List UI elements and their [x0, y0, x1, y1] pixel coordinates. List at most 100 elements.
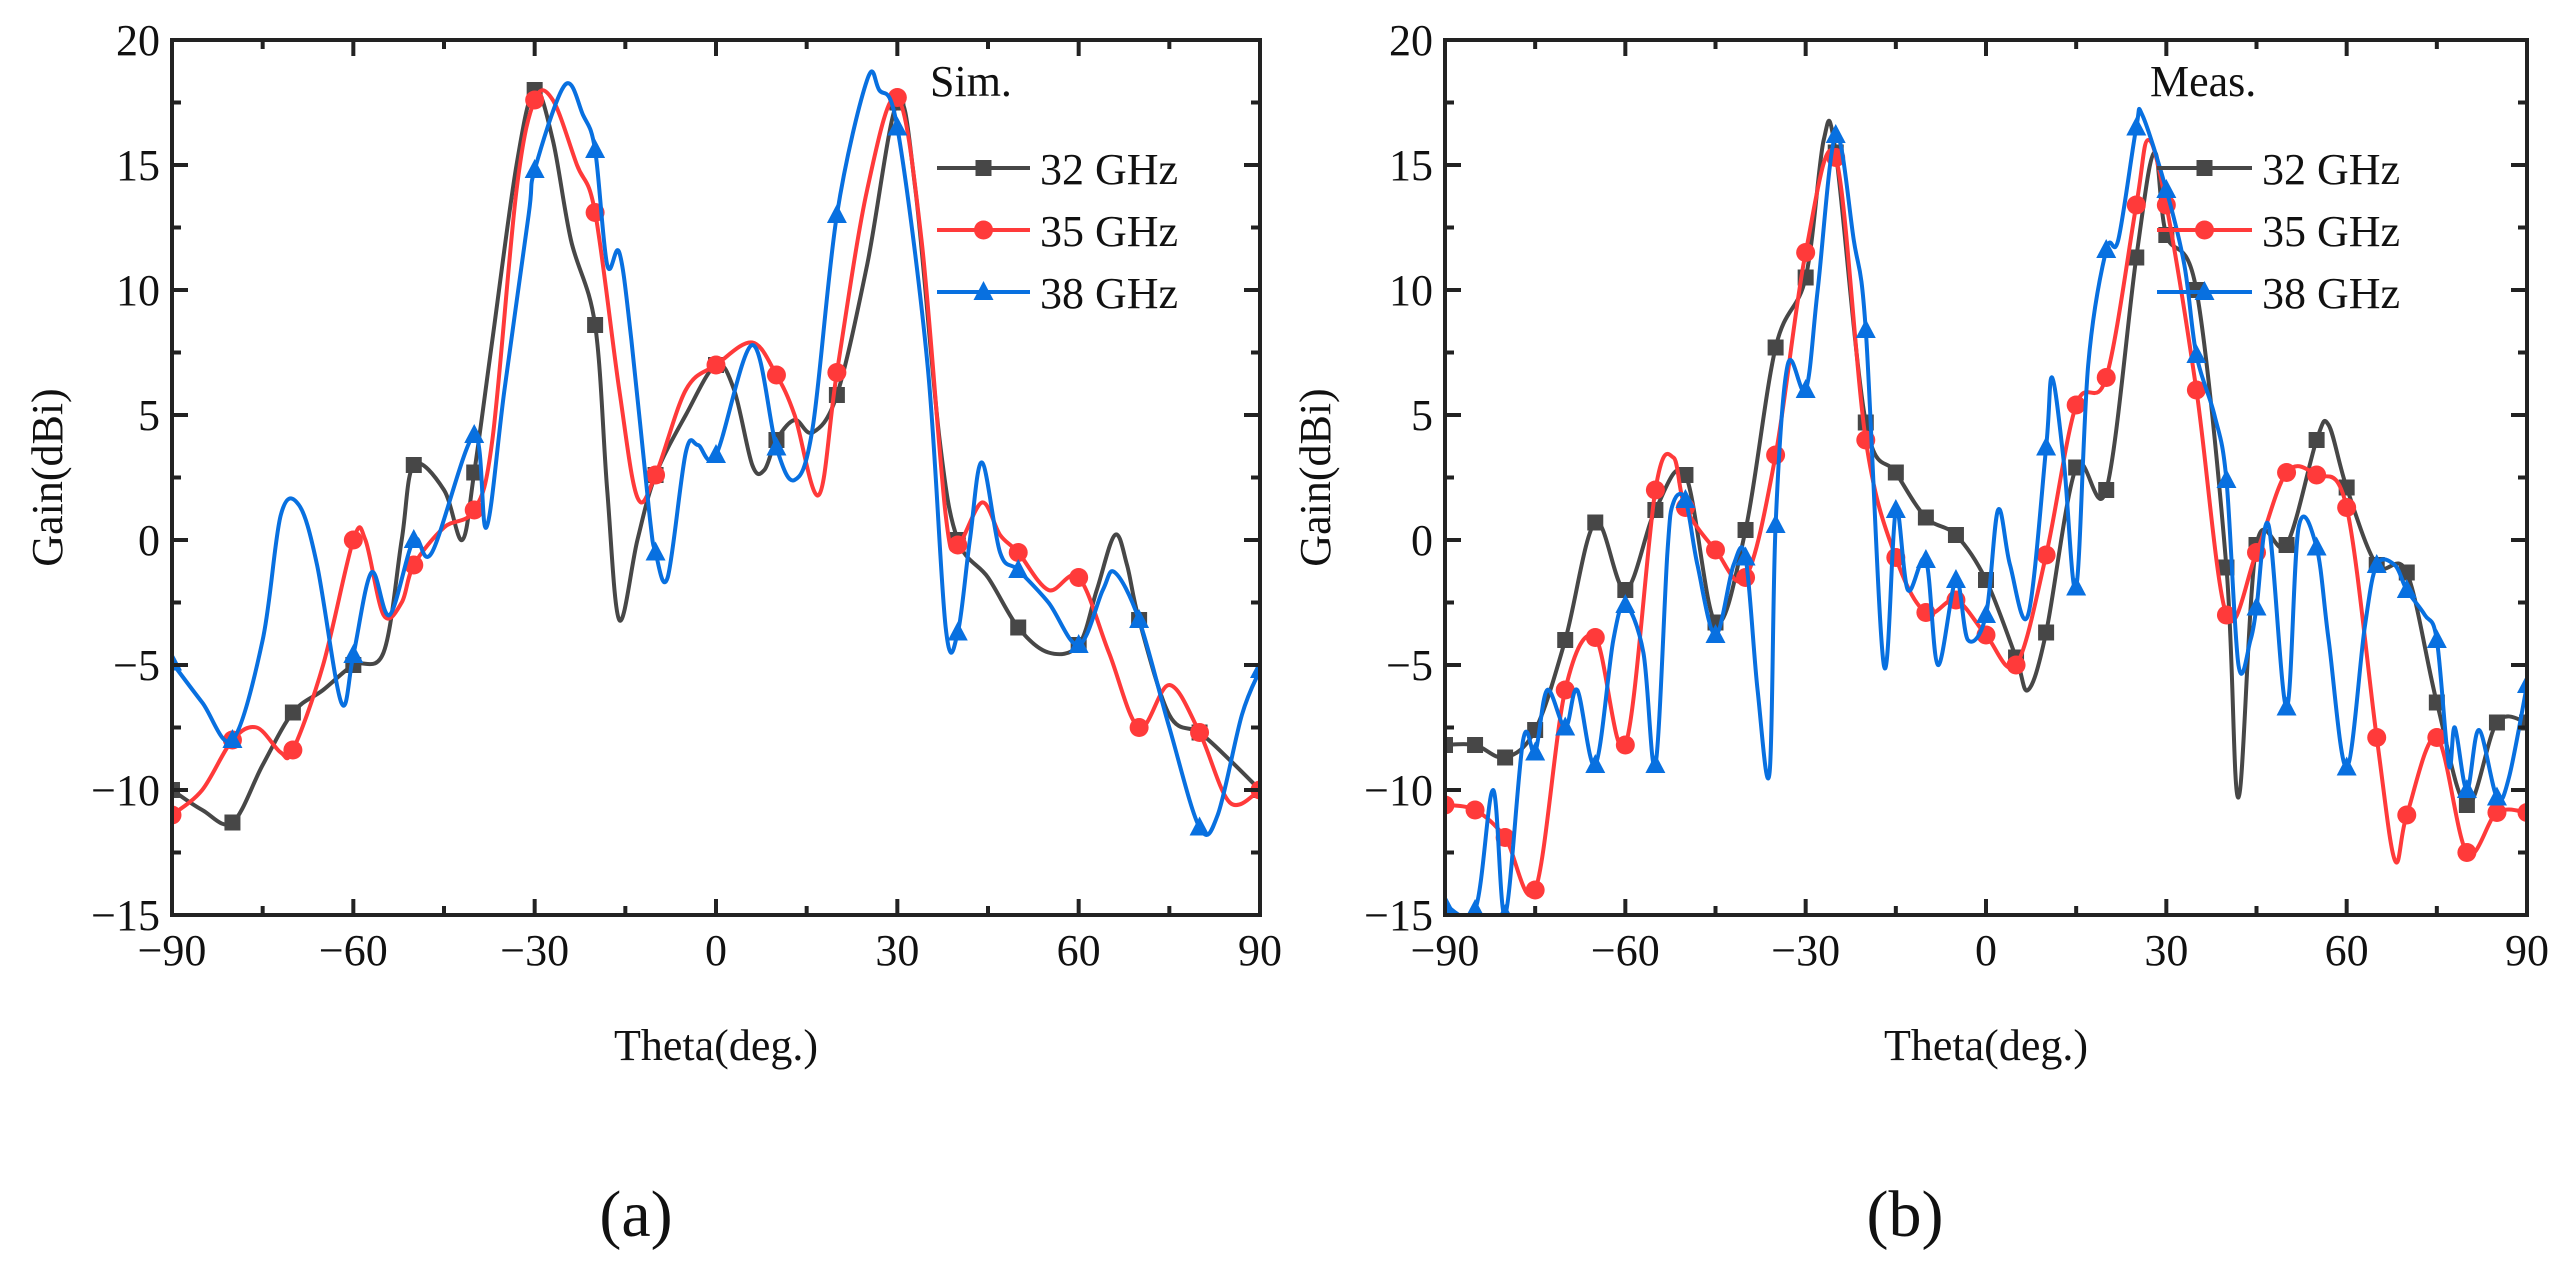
x-tick-label: 0 — [705, 926, 727, 975]
legend-marker — [2194, 281, 2215, 300]
data-point-32-ghz — [1617, 582, 1634, 598]
data-point-35-ghz — [2126, 195, 2146, 215]
data-point-35-ghz — [1495, 828, 1515, 847]
data-point-38-ghz — [1466, 899, 1484, 915]
data-point-38-ghz — [343, 644, 364, 663]
data-point-38-ghz — [1555, 716, 1576, 736]
y-axis-title: Gain(dBi) — [1291, 388, 1340, 566]
data-point-38-ghz — [1445, 894, 1455, 913]
data-point-35-ghz — [2036, 545, 2056, 565]
data-point-32-ghz — [1587, 514, 1604, 531]
data-point-38-ghz — [2486, 786, 2507, 806]
data-point-35-ghz — [766, 365, 786, 385]
legend-marker — [975, 160, 992, 176]
x-tick-label: 60 — [2325, 926, 2369, 975]
data-point-35-ghz — [1766, 445, 1786, 465]
data-point-35-ghz — [2487, 803, 2507, 822]
data-point-38-ghz — [645, 541, 666, 561]
data-point-38-ghz — [2456, 779, 2477, 798]
data-point-35-ghz — [2427, 728, 2447, 747]
data-point-35-ghz — [1645, 480, 1665, 500]
legend-item: 38 GHz — [937, 269, 1178, 318]
legend-marker — [2196, 160, 2213, 176]
x-tick-label: 30 — [875, 926, 919, 975]
x-tick-label: 90 — [1238, 926, 1282, 975]
data-point-35-ghz — [2457, 843, 2477, 862]
data-point-35-ghz — [1190, 723, 1210, 742]
y-tick-label: 20 — [1389, 16, 1433, 65]
data-point-35-ghz — [2277, 463, 2297, 482]
data-point-32-ghz — [2488, 714, 2505, 731]
data-point-32-ghz — [2519, 714, 2527, 731]
data-point-38-ghz — [1735, 546, 1756, 566]
data-point-32-ghz — [587, 317, 604, 333]
legend-item: 38 GHz — [2157, 269, 2400, 318]
data-point-38-ghz — [1068, 634, 1089, 653]
data-point-35-ghz — [2397, 805, 2417, 825]
data-point-38-ghz — [2366, 554, 2387, 573]
data-point-38-ghz — [1645, 754, 1666, 773]
legend-marker — [974, 220, 993, 240]
data-point-38-ghz — [1885, 499, 1906, 518]
data-point-35-ghz — [1129, 718, 1149, 737]
data-point-38-ghz — [2396, 579, 2417, 598]
data-point-35-ghz — [2307, 465, 2327, 485]
chart-panel-a: −90 −60 −30 0 30 60 90 −15 −10 −5 0 5 10 15 20 Theta(de… — [23, 16, 1282, 1070]
data-point-38-ghz — [826, 204, 847, 223]
data-point-35-ghz — [2186, 380, 2206, 400]
data-point-38-ghz — [887, 116, 908, 136]
panel-caption-b: (b) — [1866, 1178, 1944, 1251]
panel-caption-a: (a) — [599, 1178, 673, 1251]
data-point-35-ghz — [2006, 655, 2026, 675]
data-point-38-ghz — [2156, 179, 2177, 198]
data-point-32-ghz — [2038, 624, 2055, 641]
data-point-32-ghz — [1917, 509, 1934, 526]
data-point-38-ghz — [2426, 629, 2447, 648]
legend-label: 32 GHz — [1040, 145, 1178, 194]
x-tick-label: −60 — [1591, 926, 1660, 975]
data-point-35-ghz — [2216, 605, 2236, 625]
y-axis-title: Gain(dBi) — [23, 388, 72, 566]
data-point-32-ghz — [1010, 619, 1027, 636]
data-point-38-ghz — [1795, 379, 1816, 398]
data-point-38-ghz — [1129, 609, 1150, 628]
legend-label: 32 GHz — [2262, 145, 2400, 194]
data-point-35-ghz — [1525, 880, 1545, 900]
data-point-38-ghz — [947, 621, 968, 641]
x-axis-title: Theta(deg.) — [614, 1021, 818, 1070]
data-point-38-ghz — [2216, 469, 2237, 488]
data-point-35-ghz — [1069, 568, 1089, 587]
data-point-35-ghz — [948, 535, 968, 555]
data-point-38-ghz — [2246, 596, 2267, 616]
y-tick-label: 10 — [116, 266, 160, 315]
series-line-32-ghz — [172, 87, 1260, 827]
data-point-32-ghz — [2068, 459, 2085, 476]
data-point-38-ghz — [2066, 576, 2087, 596]
y-tick-label: 15 — [1389, 141, 1433, 190]
x-tick-label: 0 — [1975, 926, 1997, 975]
legend: Meas.32 GHz 35 GHz 38 GHz — [2150, 57, 2400, 318]
data-point-32-ghz — [2458, 797, 2475, 813]
y-tick-label: 5 — [138, 391, 160, 440]
y-tick-label: −15 — [1364, 891, 1433, 940]
series-group — [172, 69, 1260, 837]
data-point-38-ghz — [1525, 741, 1546, 761]
data-point-32-ghz — [284, 704, 301, 721]
data-point-38-ghz — [2276, 696, 2297, 716]
data-point-32-ghz — [224, 814, 241, 831]
y-tick-label: 0 — [1411, 516, 1433, 565]
data-point-35-ghz — [827, 363, 847, 382]
chart-panel-b: −90 −60 −30 0 30 60 90 −15 −10 −5 0 5 10 15 20 Theta(de… — [1291, 16, 2549, 1070]
legend-title: Sim. — [930, 57, 1012, 106]
data-point-32-ghz — [466, 464, 483, 481]
data-point-35-ghz — [1555, 680, 1575, 700]
x-tick-label: −90 — [138, 926, 207, 975]
legend-item: 32 GHz — [2157, 145, 2400, 194]
y-tick-label: 5 — [1411, 391, 1433, 440]
legend-label: 35 GHz — [1040, 207, 1178, 256]
data-point-38-ghz — [706, 444, 726, 463]
data-point-32-ghz — [1887, 464, 1904, 481]
data-point-35-ghz — [1445, 795, 1455, 815]
data-point-38-ghz — [1825, 124, 1846, 143]
